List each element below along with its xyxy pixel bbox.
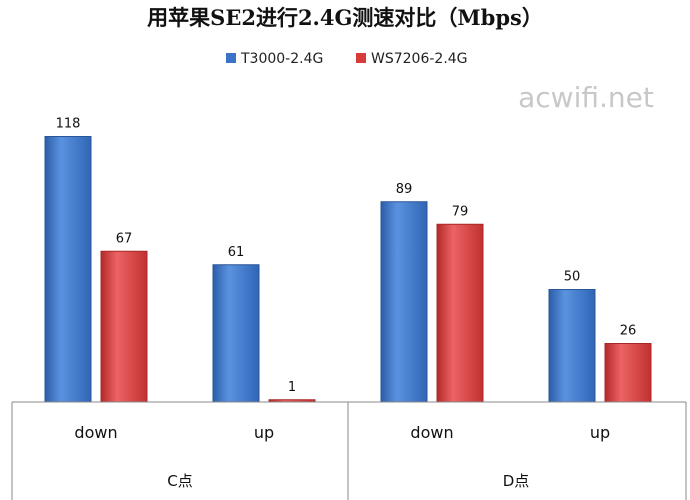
bar-ws7206-d-up [604, 343, 652, 403]
bar-t3000-c-up [212, 264, 260, 403]
legend-swatch-ws7206 [356, 53, 366, 63]
legend: T3000-2.4G WS7206-2.4G [226, 51, 468, 67]
category-label-c-up: up [254, 423, 274, 442]
group-label-c: C点 [167, 472, 192, 490]
bar-ws7206-d-down [436, 223, 484, 403]
group-label-d: D点 [503, 472, 530, 490]
value-label-ws7206-c-down: 67 [116, 231, 133, 246]
value-label-t3000-d-down: 89 [396, 182, 413, 197]
category-axis: down up down up C点 D点 [11, 401, 687, 500]
value-label-t3000-d-up: 50 [564, 270, 581, 285]
bar-t3000-d-down [380, 201, 428, 403]
value-labels: 118 61 89 50 67 1 79 26 [56, 117, 637, 395]
category-label-d-up: up [590, 423, 610, 442]
bar-t3000-c-down [44, 136, 92, 403]
category-label-c-down: down [74, 423, 117, 442]
value-label-ws7206-d-up: 26 [620, 324, 637, 339]
value-label-t3000-c-up: 61 [228, 245, 245, 260]
bar-t3000-d-up [548, 289, 596, 403]
legend-label-ws7206: WS7206-2.4G [371, 51, 468, 67]
chart-title: 用苹果SE2进行2.4G测速对比（Mbps） [147, 5, 543, 30]
legend-label-t3000: T3000-2.4G [240, 51, 323, 67]
watermark: acwifi.net [518, 81, 654, 114]
value-label-ws7206-c-up: 1 [288, 380, 296, 395]
bar-ws7206-c-down [100, 250, 148, 403]
value-label-ws7206-d-down: 79 [452, 204, 469, 219]
category-label-d-down: down [410, 423, 453, 442]
bars [44, 136, 652, 403]
value-label-t3000-c-down: 118 [56, 117, 81, 132]
legend-swatch-t3000 [226, 53, 236, 63]
